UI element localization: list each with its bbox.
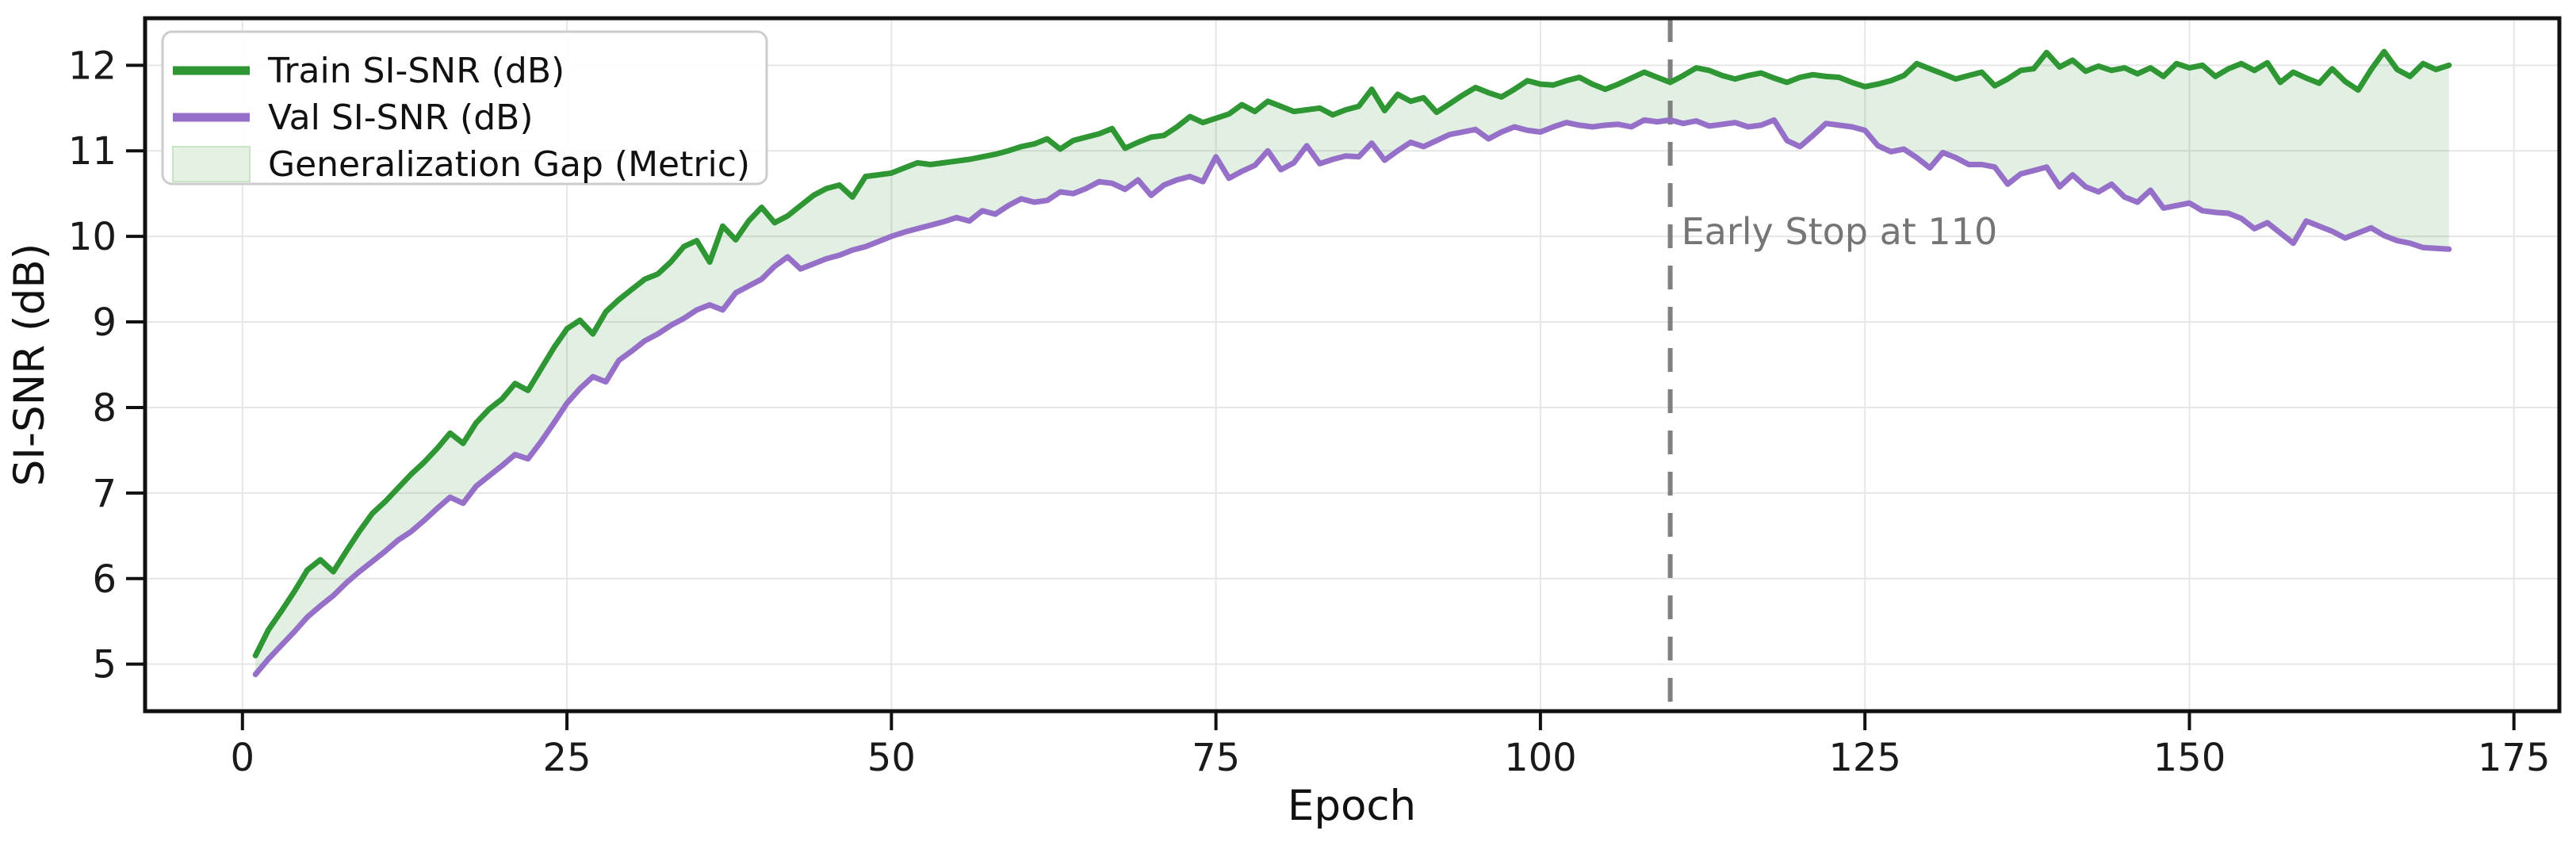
x-tick-label: 75	[1192, 736, 1240, 780]
x-tick-label: 100	[1504, 736, 1577, 780]
legend: Train SI-SNR (dB) Val SI-SNR (dB) Genera…	[161, 30, 768, 186]
generalization-gap-area	[255, 52, 2449, 675]
x-tick-label: 150	[2153, 736, 2226, 780]
x-tick-label: 50	[867, 736, 916, 780]
legend-gap-label: Generalization Gap (Metric)	[268, 144, 750, 185]
y-tick-label: 7	[92, 472, 117, 516]
x-tick-label: 125	[1828, 736, 1901, 780]
legend-box	[161, 30, 768, 186]
y-tick-label: 11	[68, 129, 117, 174]
train-line	[252, 48, 2452, 659]
x-tick-label: 0	[231, 736, 255, 780]
y-tick-label: 8	[92, 386, 117, 431]
axes-frame	[143, 16, 2562, 714]
x-tick-label: 175	[2478, 736, 2551, 780]
legend-gap-patch-swatch	[172, 146, 251, 182]
y-tick-label: 9	[92, 300, 117, 345]
y-tick-label: 12	[68, 44, 117, 88]
y-tick-label: 10	[68, 215, 117, 259]
val-line	[252, 117, 2452, 678]
early-stop-annotation: Early Stop at 110	[1682, 210, 1998, 253]
x-tick-label: 25	[543, 736, 591, 780]
legend-val-label: Val SI-SNR (dB)	[268, 98, 534, 138]
x-axis-label: Epoch	[1288, 782, 1416, 830]
y-axis-label: SI-SNR (dB)	[6, 243, 54, 487]
y-tick-label: 5	[92, 643, 117, 687]
legend-train-label: Train SI-SNR (dB)	[267, 51, 565, 91]
y-tick-label: 6	[92, 557, 117, 602]
x-axis-ticks: 0 25 50 75 100 125 150 175	[231, 713, 2551, 780]
y-axis-ticks: 5 6 7 8 9 10 11 12	[68, 44, 144, 687]
